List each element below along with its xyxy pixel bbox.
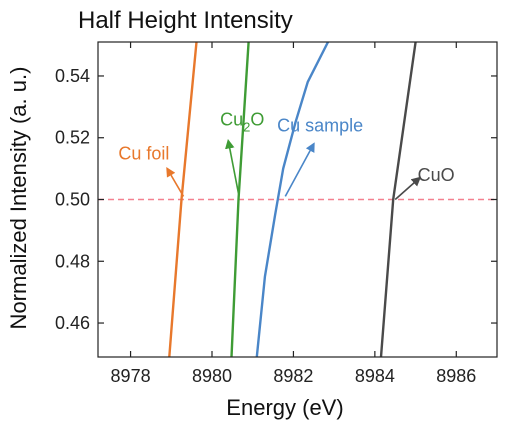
x-tick-label: 8980 (192, 366, 232, 386)
annotation-label: Cu sample (277, 116, 363, 136)
annotation-label-part: Cu (220, 109, 243, 129)
annotation-label: Cu foil (118, 143, 169, 163)
annotation-label: Cu2O (220, 109, 264, 134)
series-line-cuo (379, 42, 417, 357)
x-tick-label: 8984 (355, 366, 395, 386)
x-tick-label: 8986 (436, 366, 476, 386)
x-tick-label: 8978 (111, 366, 151, 386)
series-line-cu2o (230, 42, 250, 357)
y-tick-label: 0.50 (55, 190, 90, 210)
annotation-label: CuO (418, 165, 455, 185)
annotation-arrow (284, 142, 315, 197)
annotation-label-part: O (250, 109, 264, 129)
series-line-cu-sample (255, 42, 330, 357)
annotation-label-subscript: 2 (243, 119, 250, 134)
chart-title: Half Height Intensity (78, 7, 293, 34)
plot-area: 8978 8980 8982 8984 8986 0.46 0.48 0.50 0.52 0.54… (55, 41, 498, 386)
x-axis-title: Energy (eV) (226, 395, 343, 420)
y-tick-label: 0.52 (55, 128, 90, 148)
plot-frame (97, 41, 498, 358)
series-group (168, 42, 417, 357)
y-axis-title: Normalized Intensity (a. u.) (6, 67, 31, 330)
annotation-arrow (225, 138, 240, 194)
y-tick-label: 0.48 (55, 251, 90, 271)
series-line-cu-foil (168, 42, 198, 357)
annotation-arrow (394, 176, 422, 201)
x-tick-label: 8982 (273, 366, 313, 386)
y-tick-label: 0.54 (55, 66, 90, 86)
y-tick-label: 0.46 (55, 313, 90, 333)
annotation-arrow (166, 166, 185, 197)
